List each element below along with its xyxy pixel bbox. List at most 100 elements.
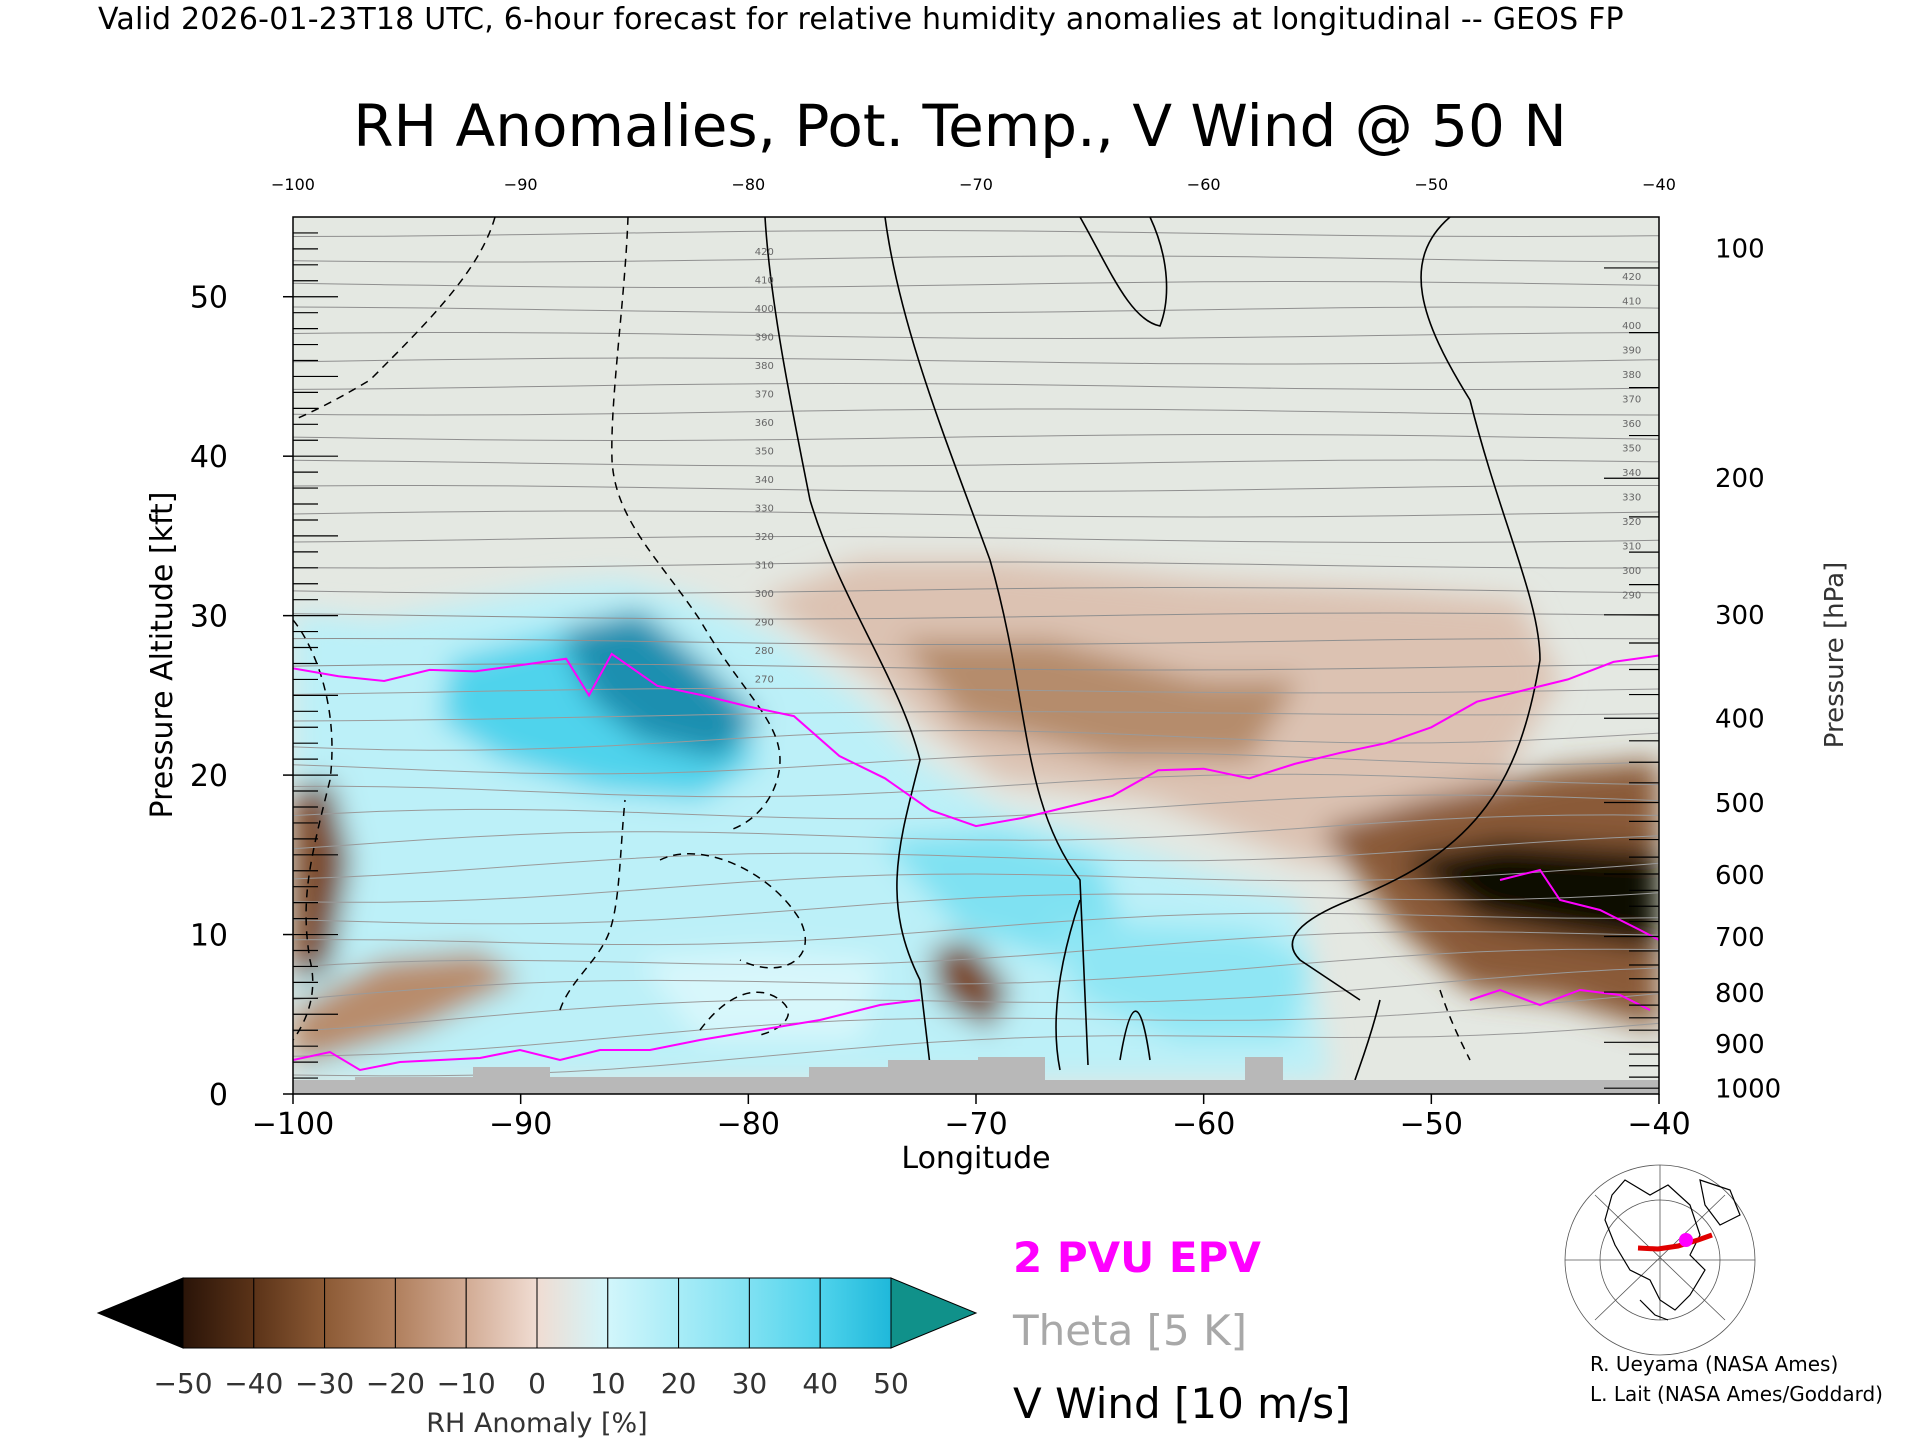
theta-label: 340 xyxy=(755,475,774,486)
vwind-negative-contours xyxy=(293,217,1471,1061)
pressure-axis-label: Pressure [hPa] xyxy=(1820,562,1850,749)
theta-label: 410 xyxy=(1622,297,1641,308)
theta-label: 420 xyxy=(1622,272,1641,283)
theta-contour xyxy=(293,382,1659,390)
theta-contour xyxy=(293,752,1659,775)
theta-label: 390 xyxy=(755,333,774,344)
colorbar-label: RH Anomaly [%] xyxy=(426,1408,647,1439)
theta-label: 390 xyxy=(1622,346,1641,357)
chart-title: RH Anomalies, Pot. Temp., V Wind @ 50 N xyxy=(353,92,1567,160)
theta-contour xyxy=(293,280,1659,288)
legend-vwind: V Wind [10 m/s] xyxy=(1013,1379,1351,1428)
colorbar-under-arrow xyxy=(96,1277,184,1349)
theta-label: 270 xyxy=(755,675,774,686)
colorbar-bin xyxy=(253,1277,326,1349)
vwind-contour-10 xyxy=(884,217,1089,1066)
vwind-contour-10e xyxy=(1055,899,1081,1071)
right-axis-ticks xyxy=(1604,267,1659,1089)
top-tick-label: −100 xyxy=(271,175,315,194)
vwind-contours xyxy=(764,217,1541,1081)
y-tick-label: 10 xyxy=(190,919,228,954)
left-axis-ticks xyxy=(293,232,338,1079)
theta-contour xyxy=(293,729,1659,751)
x-axis: −100 −90 −80 −70 −60 −50 −40 xyxy=(252,1094,1691,1142)
pressure-tick-label: 900 xyxy=(1715,1030,1765,1060)
theta-label: 350 xyxy=(755,447,774,458)
vwind-contour-zero xyxy=(764,217,931,1066)
colorbar-tick-label: 20 xyxy=(661,1367,697,1400)
header-caption: Valid 2026-01-23T18 UTC, 6-hour forecast… xyxy=(98,2,1624,37)
colorbar-bin xyxy=(182,1277,255,1349)
colorbar-tick-label: 50 xyxy=(873,1367,909,1400)
theta-contour xyxy=(293,794,1659,820)
colorbar-tick-label: −30 xyxy=(295,1367,354,1400)
colorbar-tick-label: 0 xyxy=(528,1367,546,1400)
theta-contour xyxy=(293,510,1659,518)
colorbar-bin xyxy=(678,1277,750,1349)
epv-low-segment-2 xyxy=(1469,988,1651,1011)
theta-contour xyxy=(293,931,1659,968)
rh-dry-pocket xyxy=(930,940,1010,1030)
locator-section-line xyxy=(1637,1232,1713,1252)
y-tick-label: 50 xyxy=(190,281,228,316)
theta-contour xyxy=(293,687,1659,695)
y-axis-label: Pressure Altitude [kft] xyxy=(145,492,180,819)
theta-label: 330 xyxy=(755,504,774,515)
epv-low-segment-3 xyxy=(1499,868,1659,941)
y-tick-label: 0 xyxy=(209,1078,228,1113)
rh-moist-faint xyxy=(640,950,880,1040)
theta-label: 360 xyxy=(755,418,774,429)
theta-contour xyxy=(293,862,1659,903)
theta-contour xyxy=(293,332,1659,340)
y-tick-label: 30 xyxy=(190,600,228,635)
theta-contour xyxy=(293,967,1659,1032)
rh-dry-lowleft xyxy=(293,950,520,1065)
theta-label: 330 xyxy=(1622,493,1641,504)
theta-label: 380 xyxy=(755,361,774,372)
theta-label: 370 xyxy=(755,390,774,401)
x-tick-label: −70 xyxy=(944,1107,1007,1142)
colorbar-tick-label: −20 xyxy=(366,1367,425,1400)
theta-label: 290 xyxy=(1622,591,1641,602)
vwind-contour-10f xyxy=(1119,1010,1151,1061)
colorbar-bin xyxy=(394,1277,467,1349)
pressure-tick-label: 400 xyxy=(1715,705,1765,735)
x-tick-label: −50 xyxy=(1400,1107,1463,1142)
vwind-dashed-2 xyxy=(611,217,781,831)
theta-contour xyxy=(293,485,1659,493)
theta-contour xyxy=(293,306,1659,314)
theta-contour xyxy=(293,663,1659,671)
theta-contour xyxy=(293,587,1659,595)
theta-contour xyxy=(293,459,1659,467)
theta-label: 410 xyxy=(755,276,774,287)
top-tick-label: −60 xyxy=(1187,175,1221,194)
theta-label: 300 xyxy=(755,589,774,600)
colorbar-over-arrow xyxy=(890,1277,978,1349)
theta-label: 300 xyxy=(1622,566,1641,577)
x-tick-label: −40 xyxy=(1627,1107,1690,1142)
theta-contour xyxy=(293,912,1659,946)
rh-moist-low xyxy=(1050,920,1310,1040)
vwind-dashed-3 xyxy=(659,852,807,969)
theta-label: 310 xyxy=(1622,542,1641,553)
colorbar-tick-label: 30 xyxy=(732,1367,768,1400)
pressure-tick-label: 800 xyxy=(1715,979,1765,1009)
theta-contour xyxy=(293,773,1659,798)
colorbar-bin xyxy=(819,1277,892,1349)
colorbar-tick-label: −10 xyxy=(437,1367,496,1400)
top-axis: −100 −90 −80 −70 −60 −50 −40 xyxy=(271,175,1676,194)
legend-theta: Theta [5 K] xyxy=(1012,1306,1247,1355)
colorbar-bin xyxy=(748,1277,821,1349)
colorbar: −50 −40 −30 −20 −10 0 10 20 30 40 50 xyxy=(96,1277,978,1400)
theta-label: 350 xyxy=(1622,444,1641,455)
rh-very-dry-core xyxy=(1400,840,1659,950)
theta-contour xyxy=(293,408,1659,416)
top-tick-label: −80 xyxy=(731,175,765,194)
vwind-contour-10d xyxy=(1354,999,1381,1081)
locator-continent-outline xyxy=(1604,1179,1706,1311)
theta-label: 310 xyxy=(755,561,774,572)
y-tick-label: 40 xyxy=(190,440,228,475)
theta-contour xyxy=(293,892,1659,925)
rh-dry-core xyxy=(900,640,1300,760)
